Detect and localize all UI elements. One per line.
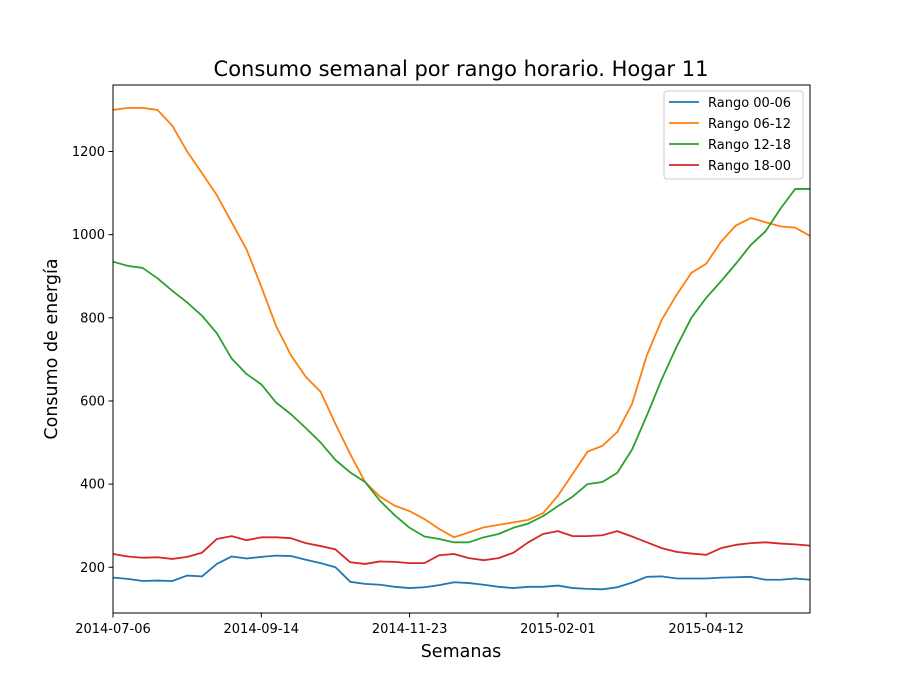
x-axis-title: Semanas	[421, 642, 502, 662]
x-tick-label: 2014-11-23	[372, 622, 448, 637]
y-tick-label: 800	[80, 311, 105, 326]
y-axis: 200 400 600 800 1000 1200	[72, 145, 113, 576]
legend: Rango 00-06 Rango 06-12 Rango 12-18 Rango 1…	[663, 90, 804, 180]
y-axis-title: Consumo de energía	[42, 258, 62, 439]
legend-label: Rango 00-06	[708, 96, 791, 111]
x-tick-label: 2015-04-12	[668, 622, 744, 637]
y-tick-label: 200	[80, 561, 105, 576]
y-tick-label: 1000	[72, 228, 105, 243]
x-tick-label: 2014-09-14	[224, 622, 300, 637]
x-tick-label: 2015-02-01	[520, 622, 596, 637]
series-line-3	[112, 530, 811, 565]
legend-label: Rango 06-12	[708, 117, 791, 132]
legend-label: Rango 12-18	[708, 138, 791, 153]
chart-title: Consumo semanal por rango horario. Hogar…	[214, 57, 709, 81]
y-tick-label: 400	[80, 478, 105, 493]
series-line-2	[112, 188, 810, 544]
legend-label: Rango 18-00	[708, 159, 791, 174]
x-tick-label: 2014-07-06	[75, 622, 151, 637]
legend-box	[663, 90, 804, 180]
plot-frame	[112, 84, 811, 614]
y-tick-label: 600	[80, 394, 105, 409]
series-layer	[112, 106, 811, 591]
x-axis: 2014-07-06 2014-09-14 2014-11-23 2015-02-01…	[75, 613, 744, 637]
series-line-1	[112, 106, 811, 539]
series-line-0	[112, 554, 811, 591]
y-tick-label: 1200	[72, 145, 105, 160]
